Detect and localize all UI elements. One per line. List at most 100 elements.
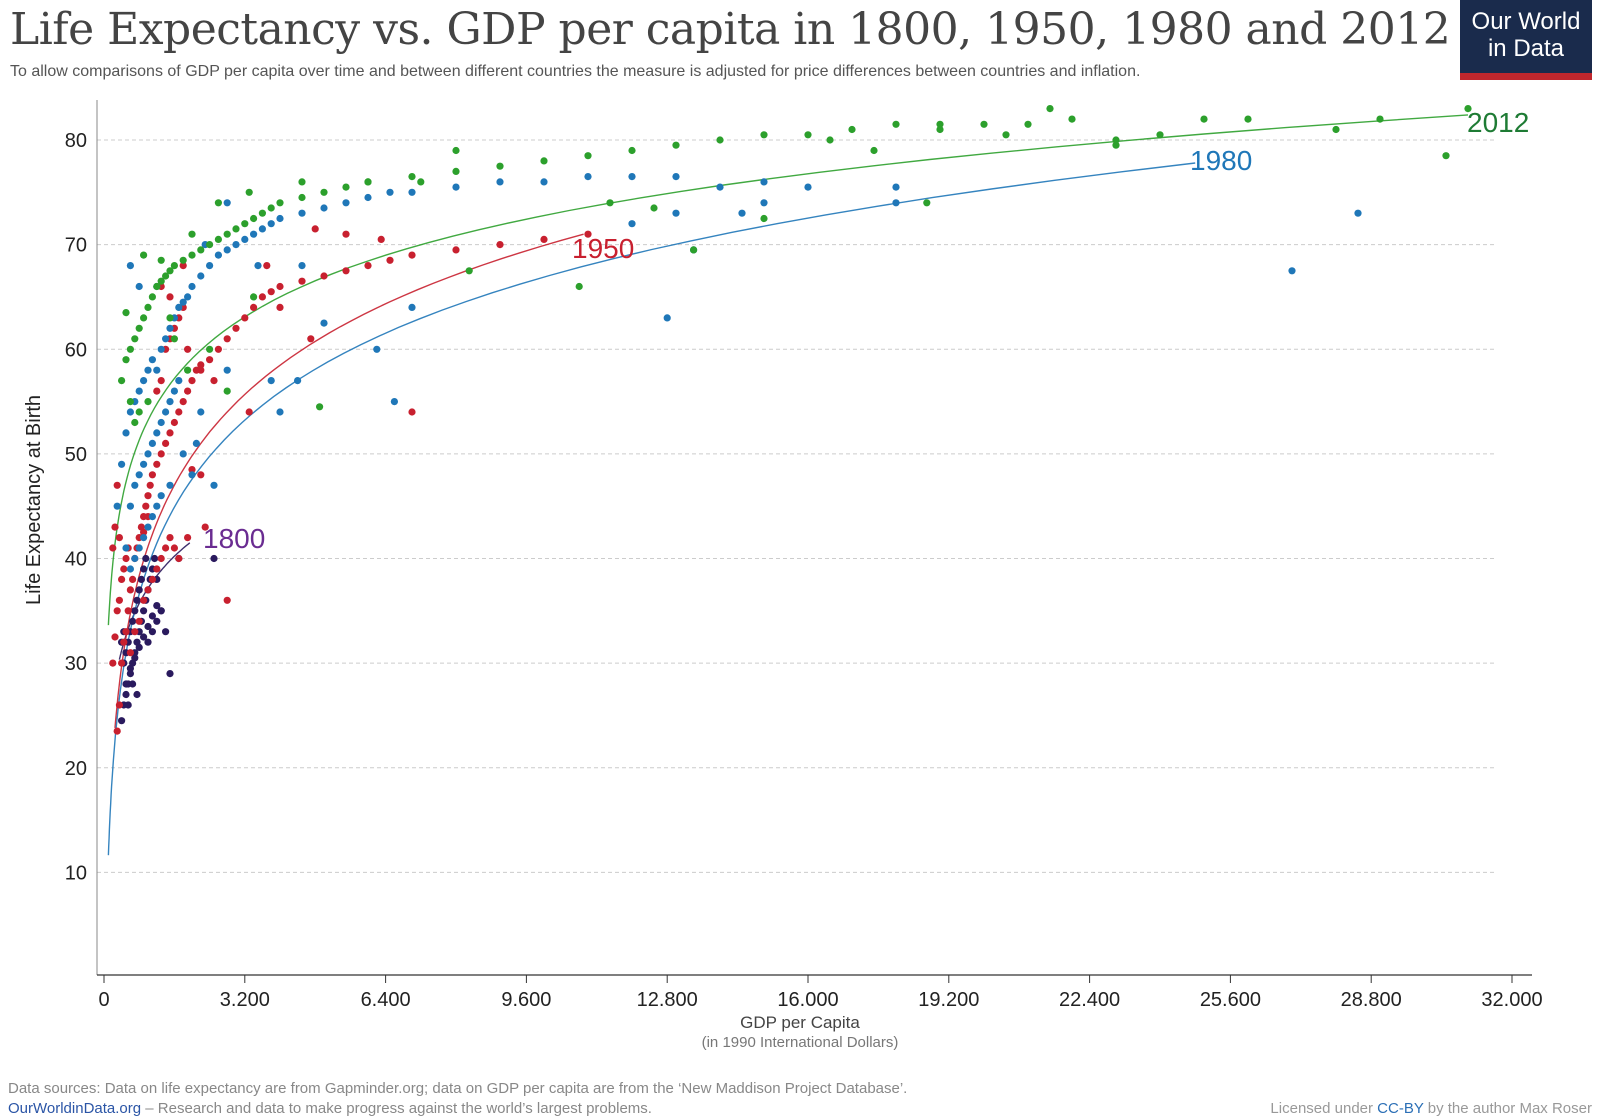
data-point[interactable] bbox=[109, 544, 117, 552]
owid-logo[interactable]: Our World in Data bbox=[1460, 0, 1592, 80]
data-point[interactable] bbox=[320, 204, 328, 212]
data-point[interactable] bbox=[192, 366, 200, 374]
data-point[interactable] bbox=[175, 303, 183, 311]
data-point[interactable] bbox=[206, 356, 214, 364]
data-point[interactable] bbox=[672, 141, 680, 149]
data-point[interactable] bbox=[298, 178, 306, 186]
data-point[interactable] bbox=[162, 439, 170, 447]
data-point[interactable] bbox=[826, 136, 834, 144]
data-point[interactable] bbox=[140, 528, 148, 536]
data-point[interactable] bbox=[892, 120, 900, 128]
data-point[interactable] bbox=[162, 544, 170, 552]
data-point[interactable] bbox=[738, 209, 746, 217]
data-point[interactable] bbox=[214, 199, 222, 207]
data-point[interactable] bbox=[157, 492, 165, 500]
data-point[interactable] bbox=[153, 366, 161, 374]
data-point[interactable] bbox=[124, 607, 132, 615]
data-point[interactable] bbox=[140, 565, 148, 573]
data-point[interactable] bbox=[584, 152, 592, 160]
data-point[interactable] bbox=[184, 293, 192, 301]
data-point[interactable] bbox=[760, 131, 768, 139]
data-point[interactable] bbox=[923, 199, 931, 207]
data-point[interactable] bbox=[135, 617, 143, 625]
data-point[interactable] bbox=[170, 418, 178, 427]
data-point[interactable] bbox=[496, 162, 504, 170]
data-point[interactable] bbox=[980, 120, 988, 128]
data-point[interactable] bbox=[892, 183, 900, 191]
data-point[interactable] bbox=[267, 204, 275, 212]
data-point[interactable] bbox=[650, 204, 658, 212]
data-point[interactable] bbox=[1068, 115, 1076, 123]
data-point[interactable] bbox=[135, 282, 143, 291]
data-point[interactable] bbox=[153, 282, 161, 291]
data-point[interactable] bbox=[153, 429, 161, 437]
data-point[interactable] bbox=[113, 502, 121, 510]
data-point[interactable] bbox=[126, 408, 134, 416]
data-point[interactable] bbox=[206, 262, 214, 270]
data-point[interactable] bbox=[157, 277, 165, 285]
data-point[interactable] bbox=[408, 173, 416, 181]
data-point[interactable] bbox=[201, 523, 209, 531]
data-point[interactable] bbox=[465, 267, 473, 275]
data-point[interactable] bbox=[153, 387, 161, 395]
data-point[interactable] bbox=[307, 335, 315, 343]
data-point[interactable] bbox=[115, 701, 123, 709]
data-point[interactable] bbox=[936, 125, 944, 134]
data-point[interactable] bbox=[131, 335, 139, 343]
data-point[interactable] bbox=[126, 502, 134, 510]
data-point[interactable] bbox=[258, 293, 266, 301]
data-point[interactable] bbox=[129, 680, 137, 688]
data-point[interactable] bbox=[146, 481, 154, 489]
data-point[interactable] bbox=[241, 220, 249, 228]
data-point[interactable] bbox=[148, 612, 156, 620]
data-point[interactable] bbox=[210, 554, 218, 563]
data-point[interactable] bbox=[298, 193, 306, 202]
data-point[interactable] bbox=[584, 173, 592, 181]
data-point[interactable] bbox=[250, 214, 258, 223]
data-point[interactable] bbox=[364, 262, 372, 270]
data-point[interactable] bbox=[184, 345, 192, 353]
data-point[interactable] bbox=[131, 481, 139, 489]
license-link[interactable]: CC-BY bbox=[1377, 1100, 1424, 1117]
data-point[interactable] bbox=[760, 178, 768, 186]
data-point[interactable] bbox=[214, 345, 222, 353]
data-point[interactable] bbox=[140, 314, 148, 322]
data-point[interactable] bbox=[342, 199, 350, 207]
data-point[interactable] bbox=[716, 136, 724, 144]
data-point[interactable] bbox=[157, 418, 165, 427]
data-point[interactable] bbox=[690, 246, 698, 254]
data-point[interactable] bbox=[540, 157, 548, 165]
data-point[interactable] bbox=[166, 293, 174, 301]
data-point[interactable] bbox=[254, 262, 262, 270]
data-point[interactable] bbox=[162, 628, 170, 636]
data-point[interactable] bbox=[122, 429, 130, 437]
data-point[interactable] bbox=[206, 345, 214, 353]
data-point[interactable] bbox=[175, 554, 183, 563]
data-point[interactable] bbox=[126, 649, 134, 657]
data-point[interactable] bbox=[179, 298, 187, 306]
data-point[interactable] bbox=[122, 690, 130, 699]
data-point[interactable] bbox=[131, 418, 139, 427]
data-point[interactable] bbox=[179, 398, 187, 406]
data-point[interactable] bbox=[364, 193, 372, 202]
data-point[interactable] bbox=[386, 188, 394, 196]
data-point[interactable] bbox=[197, 246, 205, 254]
data-point[interactable] bbox=[148, 293, 156, 301]
data-point[interactable] bbox=[166, 429, 174, 437]
data-point[interactable] bbox=[298, 277, 306, 285]
data-point[interactable] bbox=[298, 209, 306, 217]
data-point[interactable] bbox=[628, 220, 636, 228]
data-point[interactable] bbox=[584, 230, 592, 238]
data-point[interactable] bbox=[223, 246, 231, 254]
data-point[interactable] bbox=[1112, 136, 1120, 144]
data-point[interactable] bbox=[142, 554, 150, 563]
data-point[interactable] bbox=[452, 167, 460, 175]
data-point[interactable] bbox=[166, 670, 174, 678]
data-point[interactable] bbox=[716, 183, 724, 191]
data-point[interactable] bbox=[188, 251, 196, 259]
data-point[interactable] bbox=[157, 554, 165, 563]
data-point[interactable] bbox=[1200, 115, 1208, 123]
data-point[interactable] bbox=[672, 209, 680, 217]
data-point[interactable] bbox=[170, 544, 178, 552]
data-point[interactable] bbox=[131, 654, 139, 662]
